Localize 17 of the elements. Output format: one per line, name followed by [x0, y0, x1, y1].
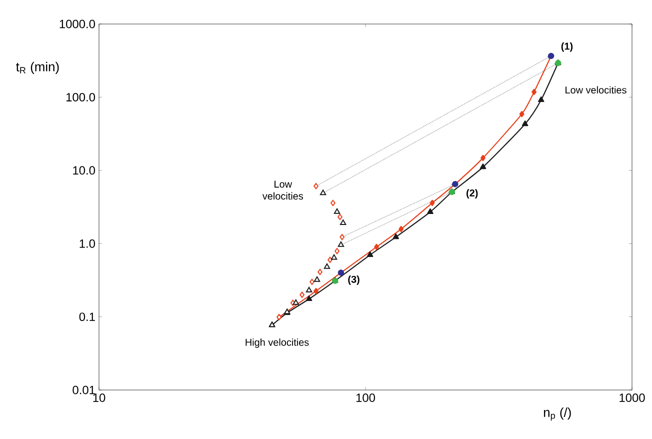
x-tick-label: 10 — [93, 394, 106, 402]
annotation: Low velocities — [262, 180, 304, 200]
y-axis-title: t$_{R}$ (min) — [16, 62, 59, 74]
y-tick-label: 1000.0 — [60, 20, 96, 28]
annotation: High velocities — [246, 338, 309, 348]
y-tick-label: 10.0 — [73, 166, 96, 175]
y-tick-label: 1.0 — [80, 239, 96, 248]
annotation: (3) — [348, 276, 360, 285]
y-tick-label: 0.1 — [79, 312, 95, 322]
annotation: Low velocities — [566, 86, 626, 94]
x-tick-label: 1000 — [620, 394, 645, 402]
annotation: (1) — [561, 42, 573, 52]
x-tick-label: 100 — [356, 394, 376, 402]
x-axis-title: n$_{p}$ (/) — [544, 408, 571, 421]
y-tick-label: 0.01 — [72, 386, 95, 394]
y-tick-label: 100.0 — [66, 92, 96, 102]
annotation: (2) — [466, 189, 478, 198]
